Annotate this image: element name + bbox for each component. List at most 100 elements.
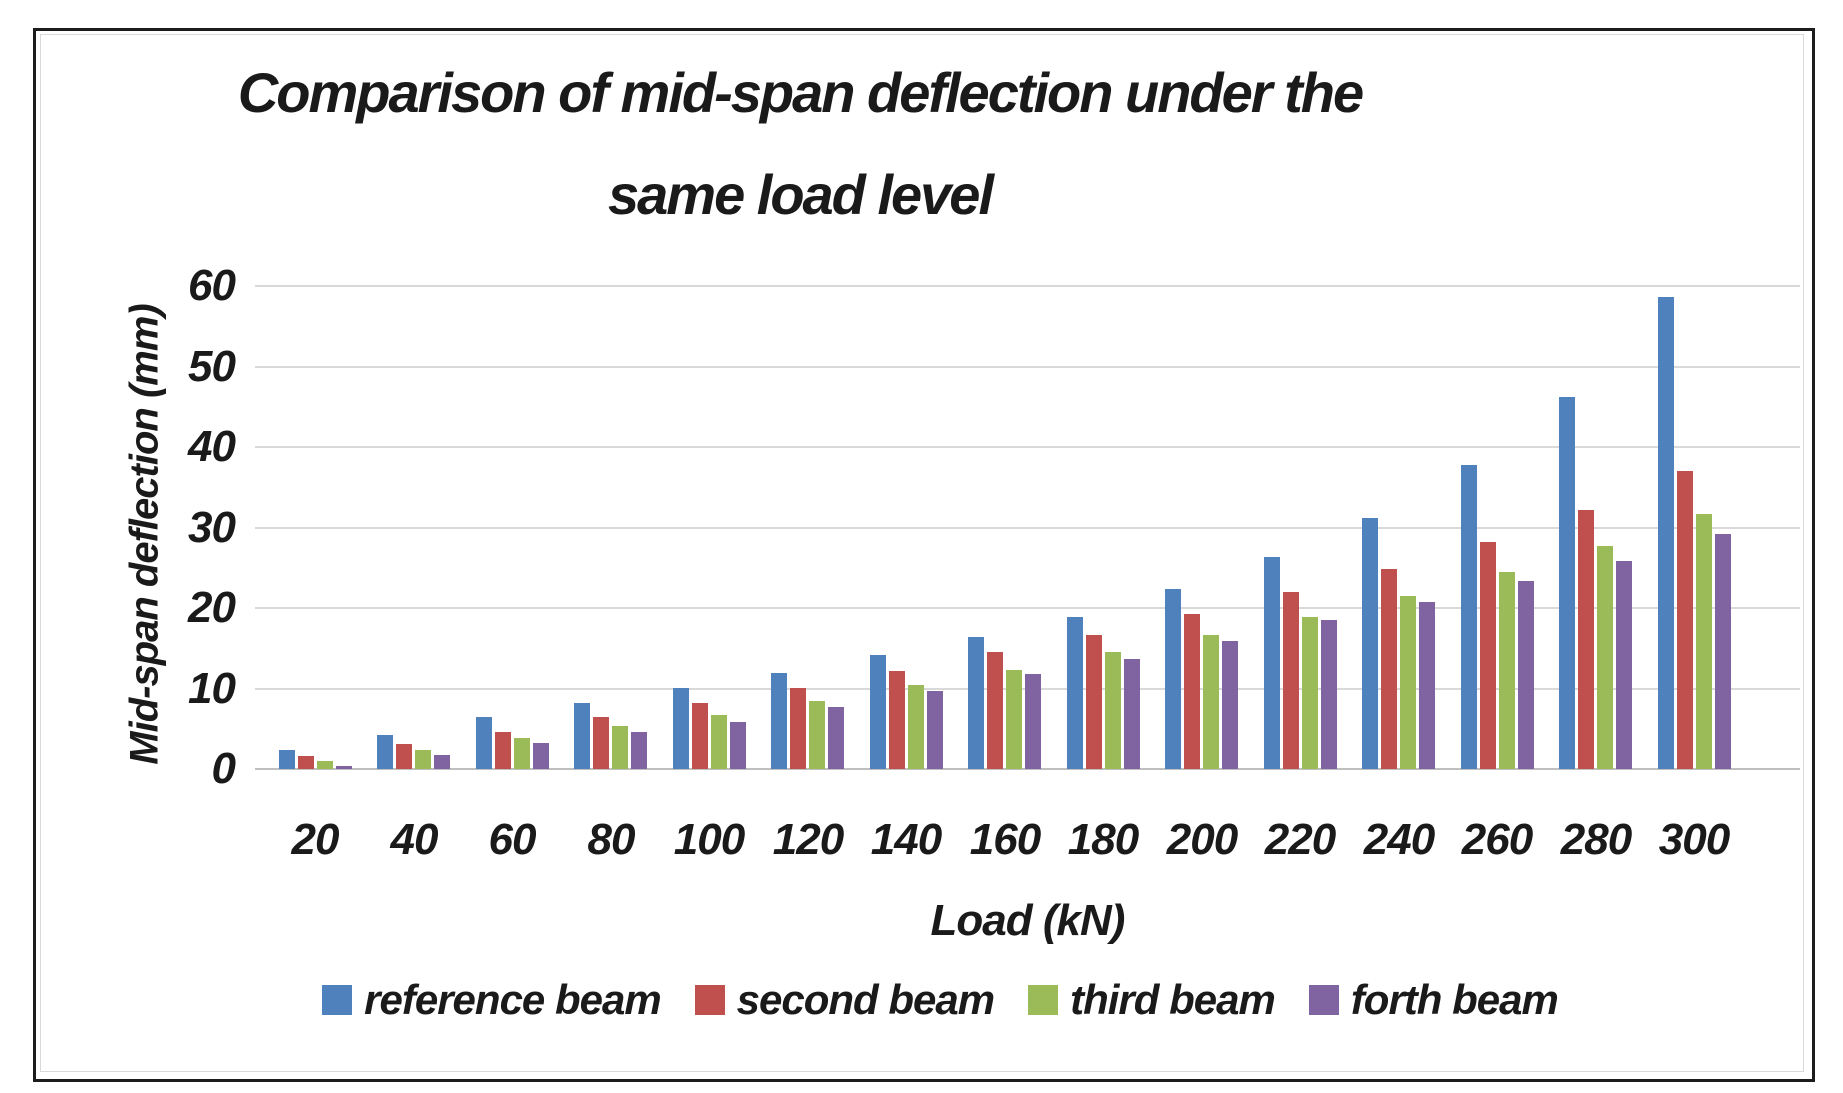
bar-reference-beam-220 [1264,557,1280,769]
bar-second-beam-100 [692,703,708,769]
chart-title-line2: same load level [607,162,994,226]
bar-reference-beam-200 [1165,589,1181,769]
bar-forth-beam-140 [927,691,943,769]
bar-forth-beam-60 [533,743,549,769]
y-tick-label: 40 [188,422,236,471]
bar-third-beam-120 [809,701,825,769]
x-tick-label: 100 [673,815,745,864]
bar-reference-beam-120 [771,673,787,769]
legend-label: third beam [1070,976,1276,1023]
x-tick-label: 120 [772,815,844,864]
bar-reference-beam-180 [1067,617,1083,769]
bar-forth-beam-240 [1419,602,1435,769]
bar-reference-beam-260 [1461,465,1477,769]
bar-reference-beam-240 [1362,518,1378,769]
bar-forth-beam-300 [1715,534,1731,769]
y-tick-label: 60 [188,261,236,310]
third-beam-swatch-icon [1028,985,1059,1015]
gridline [255,446,1800,448]
legend-item-forth-beam: forth beam [1308,976,1559,1024]
bar-forth-beam-280 [1616,561,1632,769]
y-tick-label: 30 [188,502,236,552]
bar-forth-beam-260 [1518,581,1534,769]
bar-second-beam-20 [298,756,314,769]
bar-third-beam-300 [1696,514,1712,769]
bar-third-beam-20 [317,761,333,769]
bar-reference-beam-280 [1559,397,1575,769]
bar-second-beam-240 [1381,569,1397,769]
bar-second-beam-140 [889,671,905,769]
y-tick-label: 10 [188,663,236,713]
chart-outer-border [33,28,1815,1082]
forth-beam-swatch-icon [1308,985,1339,1015]
bar-third-beam-220 [1302,617,1318,769]
gridline [255,526,1800,529]
bar-second-beam-80 [593,717,609,769]
x-tick-label: 160 [969,815,1041,864]
bar-second-beam-200 [1184,614,1200,769]
legend-label: forth beam [1350,976,1559,1023]
bar-second-beam-180 [1086,635,1102,769]
bar-second-beam-120 [790,688,806,769]
legend-item-third-beam: third beam [1028,976,1276,1024]
y-tick-label: 50 [188,341,236,391]
bar-forth-beam-160 [1025,674,1041,769]
y-axis-tick-labels: 0 10 20 30 40 50 60 [110,262,236,793]
x-tick-label: 240 [1363,815,1435,864]
legend-item-second-beam: second beam [694,976,995,1024]
x-tick-label: 280 [1560,815,1632,864]
x-axis-tick-labels: 20 40 60 80 100 120 140 160 180 200 220 240 260 280 30… [255,812,1800,872]
chart-title: Comparison of mid-span deflection under … [60,42,1540,246]
x-tick-label: 260 [1461,815,1533,864]
x-tick-label: 200 [1166,815,1238,864]
bar-forth-beam-20 [336,766,352,769]
x-tick-label: 180 [1067,815,1139,864]
bar-forth-beam-100 [730,722,746,769]
bar-reference-beam-300 [1658,297,1674,769]
bar-reference-beam-40 [377,735,393,769]
x-tick-label: 140 [870,815,942,864]
bar-forth-beam-40 [434,755,450,769]
gridline [255,607,1800,609]
bar-third-beam-140 [908,685,924,769]
bar-second-beam-60 [495,732,511,769]
bar-reference-beam-20 [279,750,295,769]
bar-third-beam-100 [711,715,727,769]
bar-second-beam-260 [1480,542,1496,769]
y-tick-label: 20 [188,583,236,632]
legend-item-reference-beam: reference beam [322,976,662,1024]
bar-forth-beam-120 [828,707,844,769]
bar-third-beam-260 [1499,572,1515,769]
bar-reference-beam-160 [968,637,984,769]
x-tick-label: 300 [1658,815,1730,864]
x-tick-label: 40 [390,815,439,864]
bar-third-beam-180 [1105,652,1121,769]
bar-forth-beam-220 [1321,620,1337,769]
bar-third-beam-40 [415,750,431,769]
x-tick-label: 220 [1264,815,1336,864]
bar-second-beam-220 [1283,592,1299,769]
x-tick-label: 80 [587,815,636,864]
reference-beam-swatch-icon [322,985,353,1015]
plot-area [255,285,1800,770]
bar-third-beam-200 [1203,635,1219,769]
legend-label: reference beam [364,976,662,1023]
bar-reference-beam-100 [673,688,689,769]
bar-forth-beam-200 [1222,641,1238,769]
bar-third-beam-280 [1597,546,1613,769]
bar-second-beam-280 [1578,510,1594,769]
bar-second-beam-300 [1677,471,1693,769]
bar-third-beam-80 [612,726,628,769]
chart-inner-border [40,34,1804,1072]
bar-second-beam-160 [987,652,1003,769]
legend-label: second beam [736,976,995,1023]
bar-forth-beam-180 [1124,659,1140,769]
second-beam-swatch-icon [694,985,725,1015]
x-axis-line [255,768,1800,770]
gridline [255,365,1800,368]
x-axis-title: Load (kN) [930,896,1126,945]
bar-reference-beam-60 [476,717,492,769]
x-tick-label: 60 [488,815,537,864]
y-tick-label: 0 [211,744,236,793]
